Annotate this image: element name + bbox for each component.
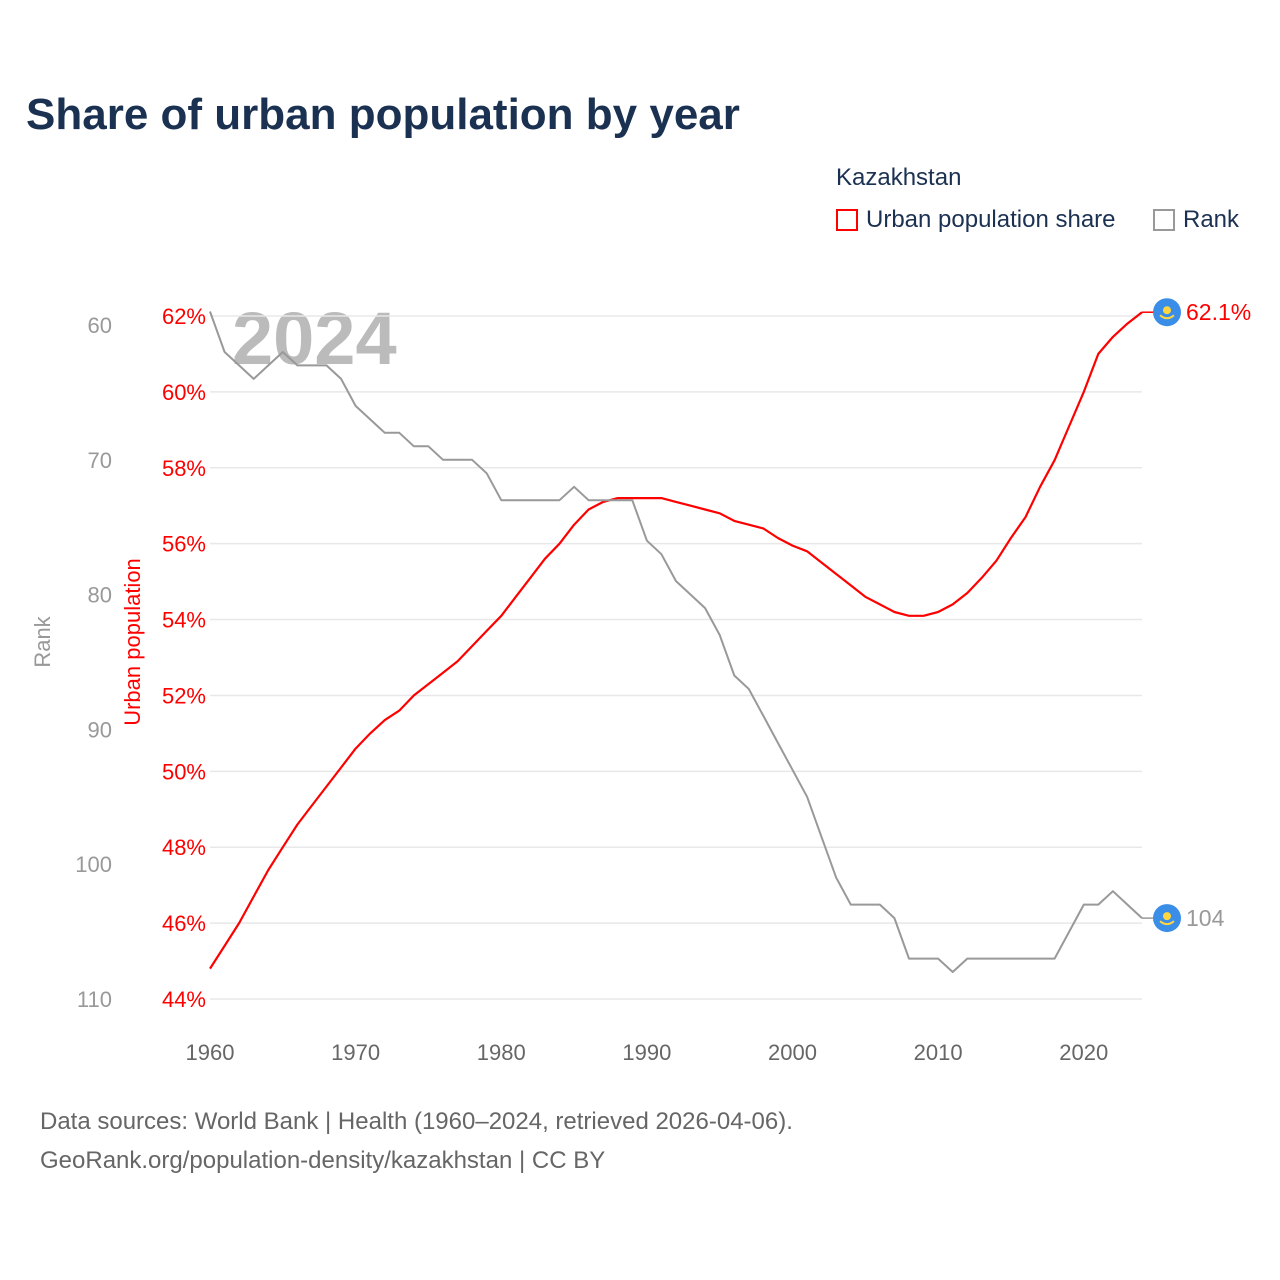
x-tick-label: 1980 bbox=[477, 1040, 526, 1065]
x-tick-label: 2020 bbox=[1059, 1040, 1108, 1065]
chart-title: Share of urban population by year bbox=[26, 90, 740, 139]
legend-item-rank[interactable]: Rank bbox=[1153, 206, 1239, 234]
flag-sun-icon bbox=[1163, 306, 1171, 315]
flag-eagle-icon bbox=[1159, 920, 1175, 926]
y-tick-label-rank: 60 bbox=[88, 313, 112, 338]
y-tick-label-urban: 44% bbox=[162, 987, 206, 1012]
y-tick-label-rank: 90 bbox=[88, 717, 112, 742]
legend-swatch-rank bbox=[1153, 209, 1175, 231]
series-line-rank bbox=[209, 311, 1143, 973]
flag-eagle-icon bbox=[1159, 314, 1175, 320]
legend-item-urban[interactable]: Urban population share bbox=[836, 206, 1116, 234]
flag-sun-icon bbox=[1163, 912, 1171, 921]
watermark-year: 2024 bbox=[232, 297, 397, 380]
x-tick-label: 2000 bbox=[768, 1040, 817, 1065]
legend-label-rank: Rank bbox=[1183, 206, 1240, 233]
x-tick-label: 1990 bbox=[622, 1040, 671, 1065]
y-tick-label-urban: 46% bbox=[162, 911, 206, 936]
end-value-label: 104 bbox=[1186, 905, 1225, 931]
credit-note: GeoRank.org/population-density/kazakhsta… bbox=[40, 1147, 606, 1174]
y-tick-label-urban: 54% bbox=[162, 608, 206, 633]
x-tick-label: 1960 bbox=[186, 1040, 235, 1065]
end-value-label: 62.1% bbox=[1186, 299, 1251, 325]
y-axis-title-rank: Rank bbox=[30, 615, 55, 667]
legend-title: Kazakhstan bbox=[836, 164, 962, 191]
source-note: Data sources: World Bank | Health (1960–… bbox=[40, 1108, 793, 1135]
y-tick-label-rank: 80 bbox=[88, 583, 112, 608]
y-tick-label-rank: 70 bbox=[88, 448, 112, 473]
y-tick-label-rank: 100 bbox=[75, 852, 112, 877]
x-tick-label: 2010 bbox=[914, 1040, 963, 1065]
legend-label-urban: Urban population share bbox=[866, 206, 1116, 233]
series-line-urban bbox=[209, 311, 1143, 970]
y-tick-label-urban: 56% bbox=[162, 532, 206, 557]
y-tick-label-rank: 110 bbox=[77, 987, 112, 1012]
y-tick-label-urban: 50% bbox=[162, 759, 206, 784]
y-tick-label-urban: 62% bbox=[162, 304, 206, 329]
y-tick-label-urban: 58% bbox=[162, 456, 206, 481]
y-axis-title-urban: Urban population bbox=[120, 558, 145, 726]
y-tick-label-urban: 52% bbox=[162, 683, 206, 708]
x-tick-label: 1970 bbox=[331, 1040, 380, 1065]
y-tick-label-urban: 48% bbox=[162, 835, 206, 860]
y-tick-label-urban: 60% bbox=[162, 380, 206, 405]
legend-swatch-urban bbox=[836, 209, 858, 231]
